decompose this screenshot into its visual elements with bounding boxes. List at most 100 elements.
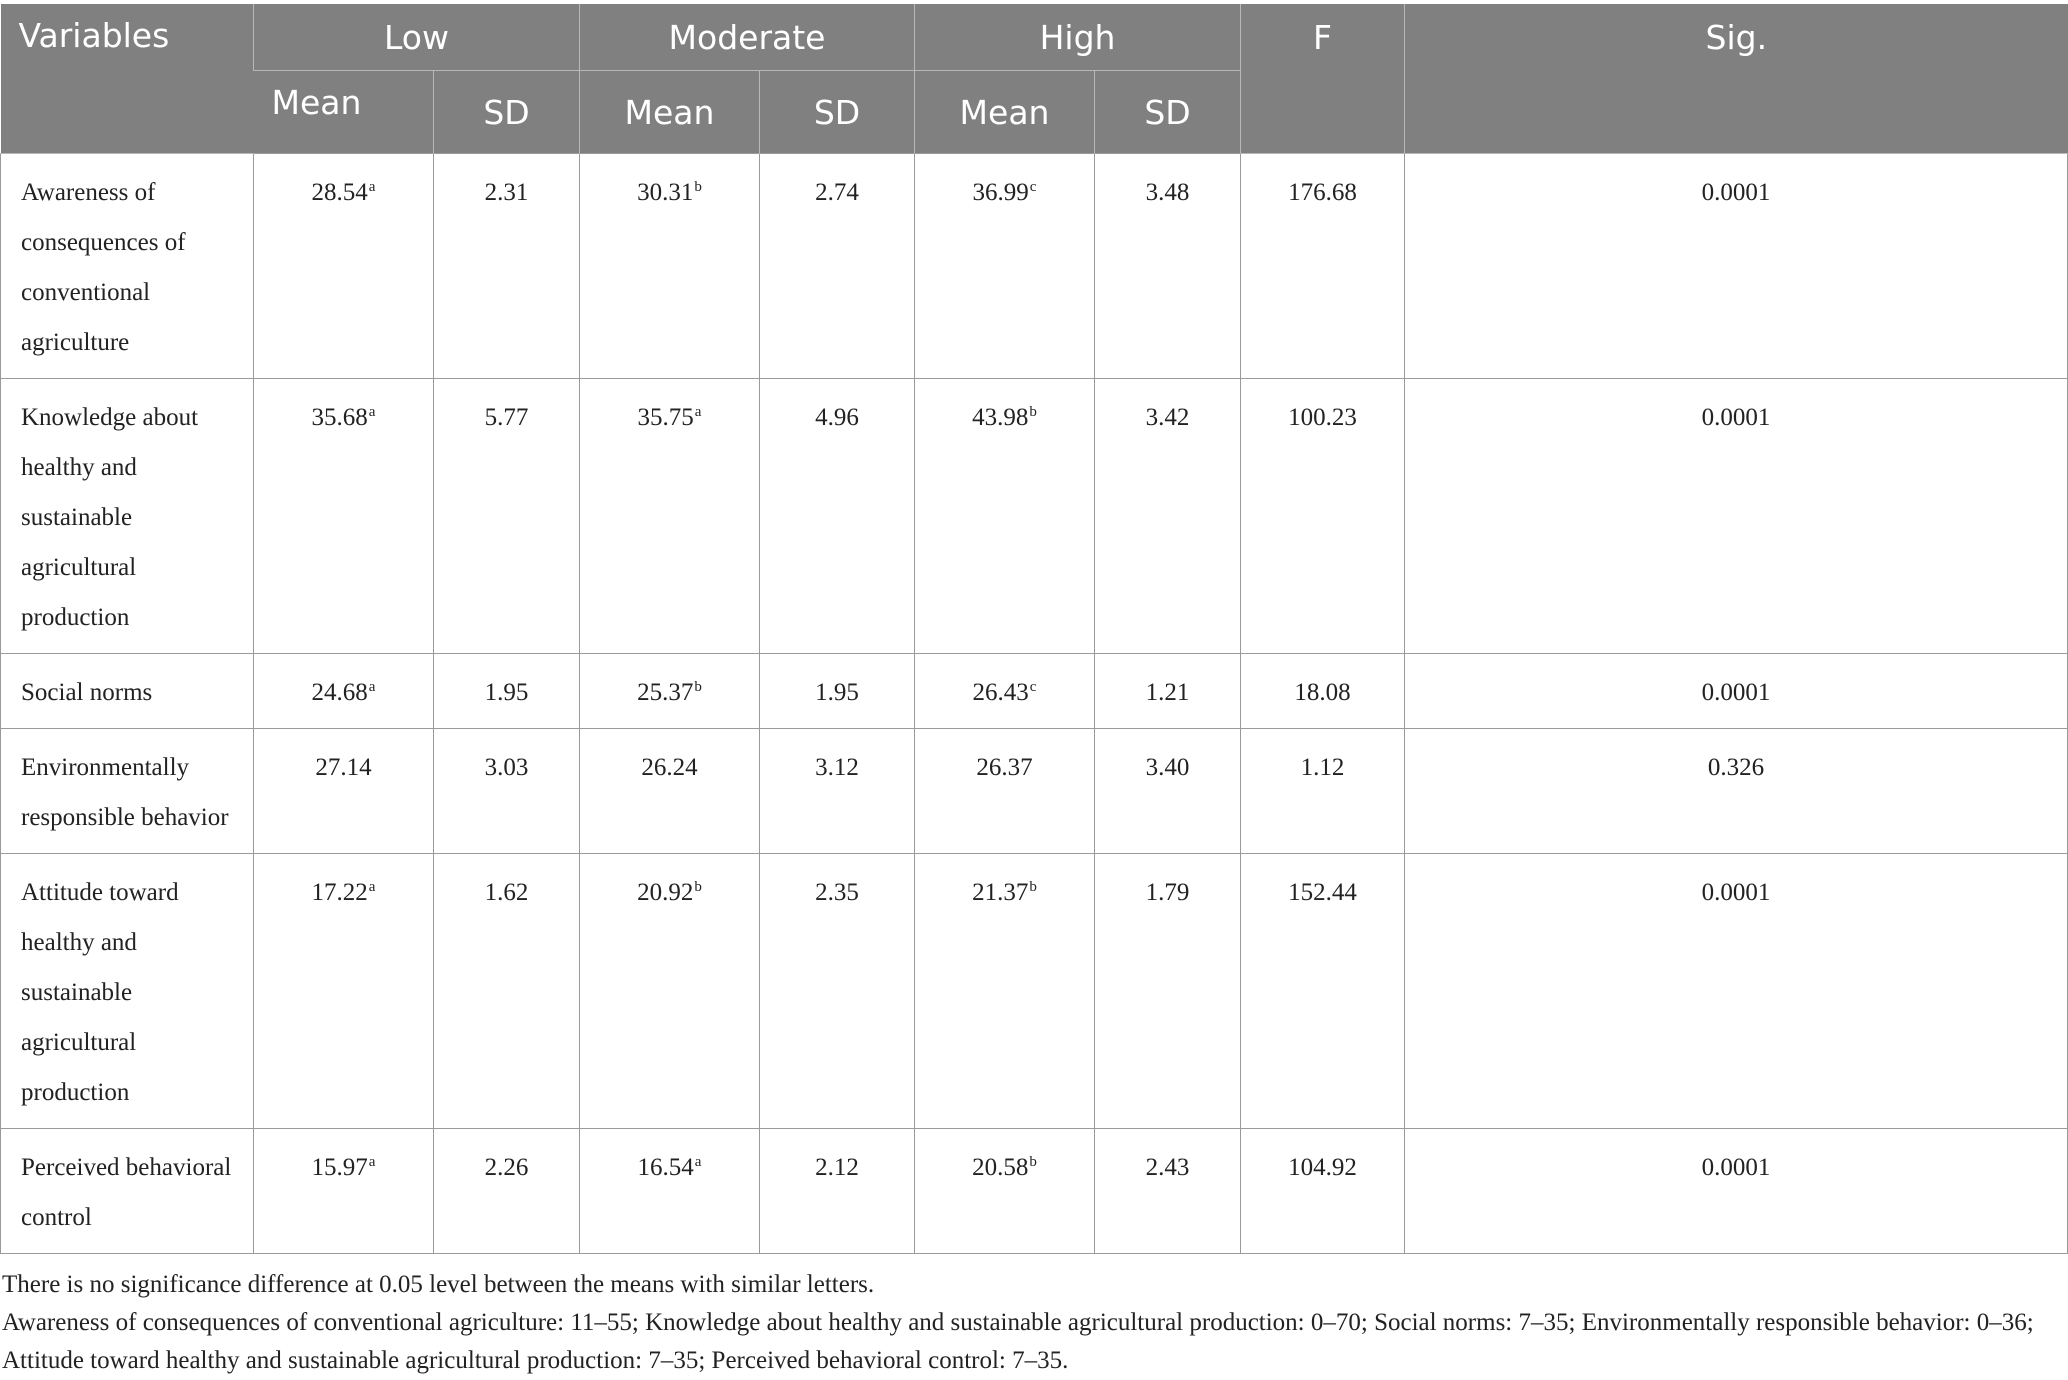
table-row: Perceived behavioral control 15.97a 2.26 16… [0, 1128, 2068, 1254]
header-group-low: Low [253, 4, 580, 71]
cell-sig-value: 0.0001 [1701, 179, 1771, 206]
cell-moderate-sd: 3.12 [758, 728, 916, 854]
cell-high-mean-value: 26.43 [972, 679, 1029, 706]
significance-letter: b [694, 179, 702, 195]
cell-sig-value: 0.0001 [1701, 404, 1771, 431]
header-sig: Sig. [1404, 4, 2068, 154]
subheader-high-mean: Mean [914, 70, 1095, 154]
results-table: Variables Low Moderate High F Sig. Mean … [0, 4, 2068, 1254]
table-row: Attitude toward healthy and sustainable … [0, 853, 2068, 1129]
cell-high-sd: 1.21 [1094, 653, 1242, 729]
significance-letter: a [368, 404, 376, 420]
cell-high-sd: 3.48 [1094, 153, 1242, 379]
cell-low-sd-value: 2.31 [484, 179, 529, 206]
cell-low-mean-value: 24.68 [311, 679, 368, 706]
cell-high-mean-value: 21.37 [972, 879, 1029, 906]
significance-letter: c [1029, 679, 1037, 695]
cell-f-value: 152.44 [1288, 879, 1357, 906]
cell-high-mean: 43.98b [914, 378, 1096, 654]
cell-f: 1.12 [1240, 728, 1406, 854]
cell-low-mean-value: 15.97 [311, 1154, 368, 1181]
subheader-moderate-mean: Mean [579, 70, 760, 154]
cell-high-mean: 20.58b [914, 1128, 1096, 1254]
table-header: Variables Low Moderate High F Sig. Mean … [0, 4, 2068, 154]
significance-letter: b [1029, 404, 1037, 420]
table-body: Awareness of consequences of conventiona… [0, 153, 2068, 1254]
cell-variable: Perceived behavioral control [0, 1128, 254, 1254]
cell-f-value: 18.08 [1294, 679, 1351, 706]
significance-letter: a [368, 1154, 376, 1170]
cell-sig: 0.326 [1404, 728, 2068, 854]
table-row: Knowledge about healthy and sustainable … [0, 378, 2068, 654]
subheader-high-sd: SD [1094, 70, 1241, 154]
cell-f: 176.68 [1240, 153, 1406, 379]
table-row: Awareness of consequences of conventiona… [0, 153, 2068, 379]
cell-low-sd-value: 5.77 [484, 404, 529, 431]
cell-moderate-sd: 4.96 [758, 378, 916, 654]
cell-sig-value: 0.0001 [1701, 679, 1771, 706]
cell-moderate-mean-value: 20.92 [637, 879, 694, 906]
cell-variable-value: Attitude toward healthy and sustainable … [21, 879, 179, 1106]
cell-moderate-sd-value: 4.96 [815, 404, 859, 431]
cell-variable: Environmentally responsible behavior [0, 728, 254, 854]
cell-moderate-sd-value: 1.95 [815, 679, 859, 706]
cell-moderate-sd-value: 3.12 [815, 754, 859, 781]
cell-sig-value: 0.326 [1707, 754, 1765, 781]
cell-high-sd-value: 2.43 [1145, 1154, 1190, 1181]
cell-low-mean: 24.68a [253, 653, 434, 729]
cell-moderate-mean: 25.37b [579, 653, 760, 729]
header-group-moderate: Moderate [578, 4, 915, 71]
note-ranges: Awareness of consequences of conventiona… [2, 1309, 2034, 1374]
cell-sig: 0.0001 [1404, 378, 2068, 654]
cell-low-sd-value: 3.03 [484, 754, 529, 781]
note-significance: There is no significance difference at 0… [2, 1271, 875, 1298]
cell-moderate-mean: 16.54a [579, 1128, 760, 1254]
significance-letter: b [1029, 879, 1037, 895]
cell-moderate-mean-value: 25.37 [637, 679, 694, 706]
significance-letter: a [694, 1154, 702, 1170]
cell-f-value: 100.23 [1288, 404, 1357, 431]
cell-low-mean: 27.14 [253, 728, 434, 854]
cell-f: 104.92 [1240, 1128, 1406, 1254]
significance-letter: a [368, 679, 376, 695]
cell-low-mean-value: 27.14 [315, 754, 372, 781]
cell-moderate-mean-value: 16.54 [637, 1154, 694, 1181]
cell-high-sd-value: 3.42 [1145, 404, 1190, 431]
cell-sig-value: 0.0001 [1701, 879, 1771, 906]
subheader-moderate-sd: SD [758, 70, 915, 154]
significance-letter: c [1029, 179, 1037, 195]
significance-letter: a [368, 179, 376, 195]
cell-low-sd: 2.26 [433, 1128, 580, 1254]
cell-low-sd-value: 1.62 [484, 879, 529, 906]
cell-moderate-sd-value: 2.12 [815, 1154, 859, 1181]
cell-f: 100.23 [1240, 378, 1406, 654]
cell-high-mean: 21.37b [914, 853, 1096, 1129]
cell-high-sd: 3.40 [1094, 728, 1242, 854]
cell-sig: 0.0001 [1404, 153, 2068, 379]
cell-variable: Knowledge about healthy and sustainable … [0, 378, 254, 654]
cell-moderate-mean-value: 30.31 [637, 179, 694, 206]
cell-high-mean-value: 26.37 [976, 754, 1033, 781]
header-sig-label: Sig. [1705, 18, 1768, 57]
cell-moderate-mean-value: 26.24 [641, 754, 698, 781]
subheader-low-mean: Mean [253, 70, 434, 154]
cell-variable: Social norms [0, 653, 254, 729]
significance-letter: b [694, 879, 702, 895]
cell-high-mean-value: 43.98 [972, 404, 1029, 431]
cell-high-sd-value: 3.48 [1145, 179, 1190, 206]
cell-moderate-mean: 35.75a [579, 378, 760, 654]
cell-variable: Awareness of consequences of conventiona… [0, 153, 254, 379]
cell-variable: Attitude toward healthy and sustainable … [0, 853, 254, 1129]
table-row: Social norms 24.68a 1.95 25.37b 1.95 26.43c 1.… [0, 653, 2068, 729]
subheader-low-sd: SD [433, 70, 580, 154]
cell-low-sd-value: 1.95 [484, 679, 529, 706]
significance-letter: b [694, 679, 702, 695]
cell-high-sd-value: 1.79 [1145, 879, 1190, 906]
cell-low-mean-value: 17.22 [311, 879, 368, 906]
cell-high-sd-value: 1.21 [1145, 679, 1190, 706]
significance-letter: b [1029, 1154, 1037, 1170]
cell-moderate-mean: 20.92b [579, 853, 760, 1129]
table-notes: There is no significance difference at 0… [0, 1266, 2042, 1380]
cell-low-mean: 17.22a [253, 853, 434, 1129]
cell-f-value: 176.68 [1288, 179, 1357, 206]
